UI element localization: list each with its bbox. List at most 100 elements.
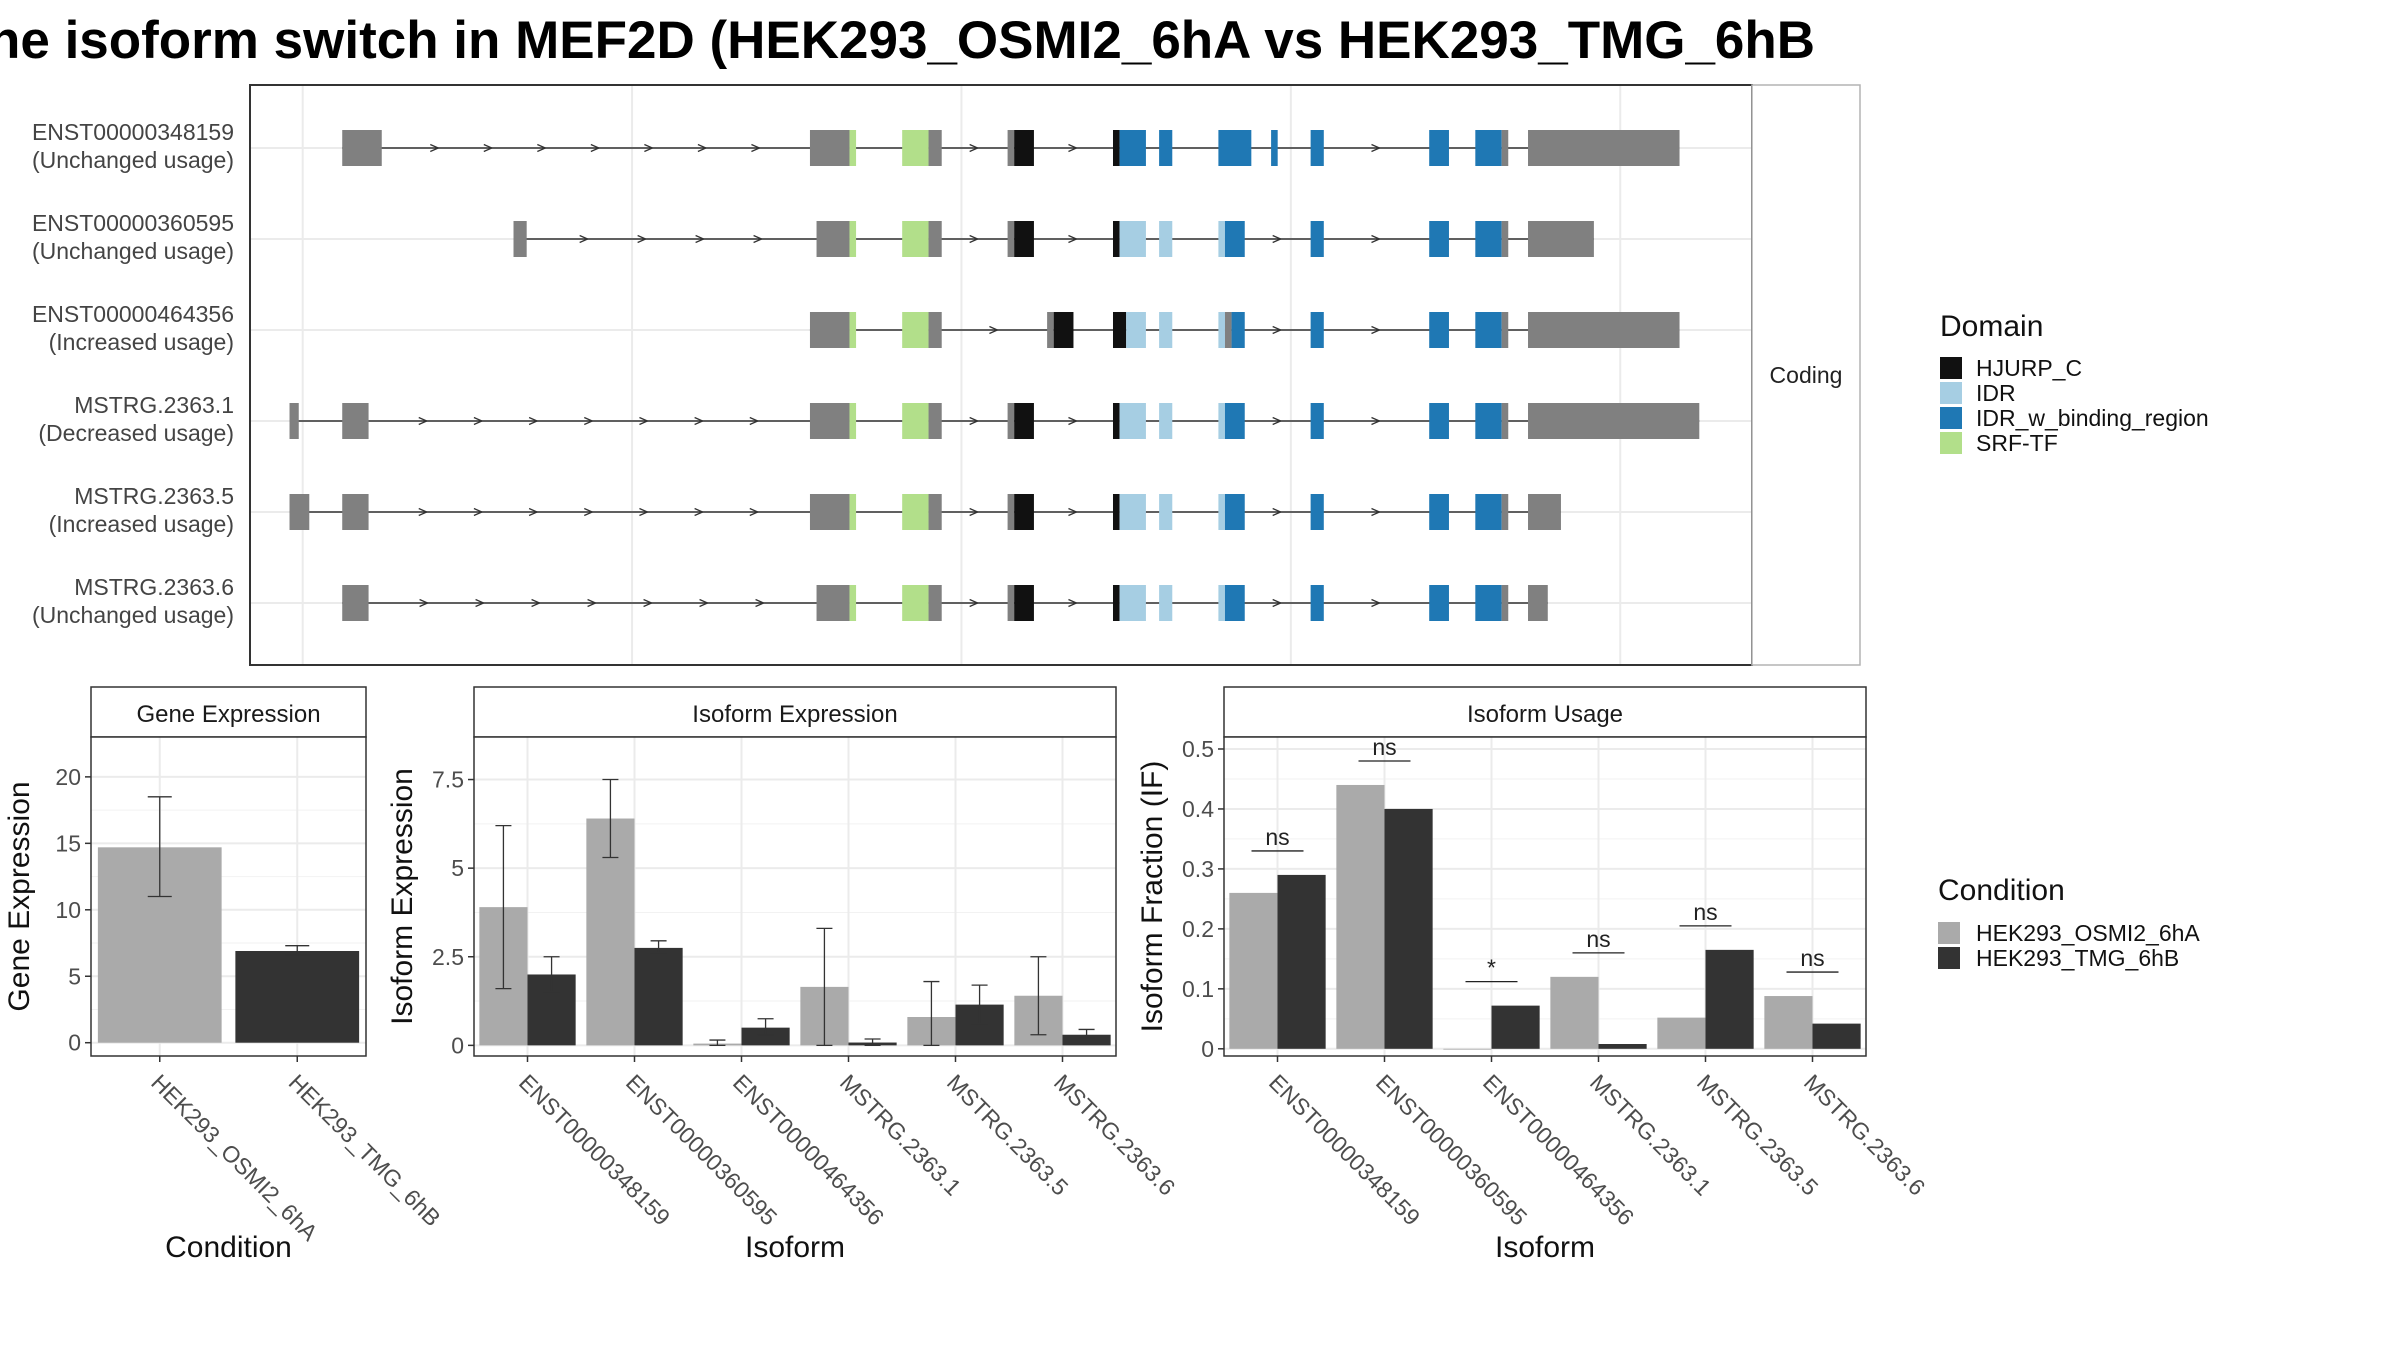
intron-direction-arrow — [1272, 234, 1283, 244]
bar-condition-b — [1062, 1034, 1111, 1046]
intron-direction-arrow — [694, 507, 705, 517]
intron-direction-arrow — [643, 598, 654, 608]
exon-block-idr-w-binding-region — [1429, 312, 1449, 348]
bar-condition-b — [1812, 1023, 1861, 1049]
bar-condition-a — [1550, 976, 1599, 1049]
isoform-usage-panel: Isoform Usage 0 0.1 0.2 0.3 0.4 0.5 ns ns * ns ns ns… — [1136, 686, 1930, 1264]
exon-block-idr — [1159, 585, 1173, 621]
intron-direction-arrow — [1068, 143, 1079, 153]
exon-block-utr — [928, 130, 942, 166]
domain-legend-label: SRF-TF — [1976, 430, 2058, 456]
intron-direction-arrow — [475, 598, 486, 608]
exon-block-utr — [928, 221, 942, 257]
x-tick-label: HEK293_TMG_6hB — [284, 1069, 446, 1231]
exon-block-idr-w-binding-region — [1429, 130, 1449, 166]
intron-direction-arrow — [579, 234, 590, 244]
bar-condition-b — [1705, 949, 1754, 1049]
exon-block-hjurp-c — [1014, 221, 1034, 257]
intron-direction-arrow — [483, 143, 494, 153]
y-tick-label: 0.4 — [1182, 796, 1214, 822]
intron-direction-arrow — [418, 416, 429, 426]
intron-direction-arrow — [755, 598, 766, 608]
transcript-id-label: MSTRG.2363.1 — [74, 392, 234, 418]
exon-block-idr — [1218, 221, 1225, 257]
exon-block-utr — [928, 312, 942, 348]
exon-block-hjurp-c — [1014, 130, 1034, 166]
intron-direction-arrow — [1371, 598, 1382, 608]
transcript-usage-label: (Decreased usage) — [38, 420, 234, 446]
exon-block-idr-w-binding-region — [1475, 130, 1502, 166]
gene-expression-panel: Gene Expression05101520HEK293_OSMI2_6hAH… — [3, 686, 446, 1264]
bar-condition-a — [1443, 1048, 1492, 1050]
panel-plot-background — [1224, 737, 1866, 1056]
y-tick-label: 10 — [55, 897, 81, 923]
exon-block-utr — [1528, 494, 1561, 530]
condition-legend-label: HEK293_OSMI2_6hA — [1976, 920, 2200, 946]
intron-direction-arrow — [419, 598, 430, 608]
exon-block-utr — [1007, 403, 1015, 439]
panel-strip-title: Isoform Expression — [692, 701, 897, 728]
y-axis-title: Isoform Fraction (IF) — [1136, 761, 1169, 1033]
intron-direction-arrow — [418, 507, 429, 517]
panel-border — [90, 736, 367, 1057]
exon-block-utr — [1501, 312, 1509, 348]
transcript-id-label: ENST00000360595 — [32, 210, 234, 236]
intron-direction-arrow — [695, 234, 706, 244]
exon-block-srf-tf — [902, 312, 929, 348]
exon-block-utr — [1528, 221, 1594, 257]
exon-block-idr-w-binding-region — [1310, 312, 1324, 348]
exon-block-utr — [342, 403, 369, 439]
exon-block-utr — [1224, 312, 1232, 348]
exon-block-utr — [289, 403, 299, 439]
exon-block-idr — [1218, 494, 1225, 530]
intron-direction-arrow — [473, 507, 484, 517]
exon-block-hjurp-c — [1014, 585, 1034, 621]
exon-block-idr — [1119, 494, 1146, 530]
intron-direction-arrow — [969, 598, 980, 608]
y-tick-label: 15 — [55, 830, 81, 856]
structure-facet-label: Coding — [1770, 362, 1843, 388]
intron-direction-arrow — [430, 143, 440, 153]
structure-facet-strip — [1751, 84, 1861, 666]
y-tick-label: 0.5 — [1182, 736, 1214, 762]
exon-block-hjurp-c — [1112, 312, 1127, 348]
domain-legend-title: Domain — [1940, 310, 2043, 343]
transcript-usage-label: (Increased usage) — [49, 329, 234, 355]
intron-direction-arrow — [751, 143, 762, 153]
exon-block-srf-tf — [902, 403, 929, 439]
exon-block-idr-w-binding-region — [1310, 403, 1324, 439]
bar-condition-b — [741, 1027, 790, 1046]
exon-block-idr-w-binding-region — [1475, 494, 1502, 530]
panel-strip — [1223, 686, 1867, 738]
transcript-usage-label: (Unchanged usage) — [32, 147, 234, 173]
exon-block-idr — [1218, 585, 1225, 621]
exon-block-srf-tf — [849, 585, 857, 621]
exon-block-utr — [1007, 494, 1015, 530]
intron-direction-arrow — [590, 143, 601, 153]
exon-block-utr — [1528, 312, 1680, 348]
exon-block-hjurp-c — [1112, 221, 1120, 257]
intron-direction-arrow — [584, 507, 594, 517]
exon-block-idr — [1126, 312, 1146, 348]
y-tick-label: 20 — [55, 764, 81, 790]
intron-direction-arrow — [697, 143, 708, 153]
domain-legend-label: IDR — [1976, 380, 2016, 406]
exon-block-idr — [1119, 403, 1146, 439]
exon-block-idr — [1159, 494, 1173, 530]
exon-block-utr — [928, 494, 942, 530]
exon-block-srf-tf — [849, 130, 857, 166]
exon-block-srf-tf — [849, 221, 857, 257]
intron-direction-arrow — [699, 598, 710, 608]
exon-block-hjurp-c — [1112, 403, 1120, 439]
exon-block-idr-w-binding-region — [1224, 403, 1245, 439]
exon-block-idr-w-binding-region — [1271, 130, 1278, 166]
isoform-expression-panel: Isoform Expression02.557.5ENST0000034815… — [386, 686, 1180, 1264]
exon-block-idr-w-binding-region — [1429, 494, 1449, 530]
exon-block-hjurp-c — [1112, 130, 1120, 166]
domain-legend: Domain HJURP_CIDRIDR_w_binding_regionSRF-… — [1940, 310, 2209, 456]
exon-block-idr — [1218, 312, 1225, 348]
intron-direction-arrow — [1068, 234, 1079, 244]
domain-legend-swatch — [1940, 357, 1962, 379]
significance-label: ns — [1586, 926, 1610, 952]
